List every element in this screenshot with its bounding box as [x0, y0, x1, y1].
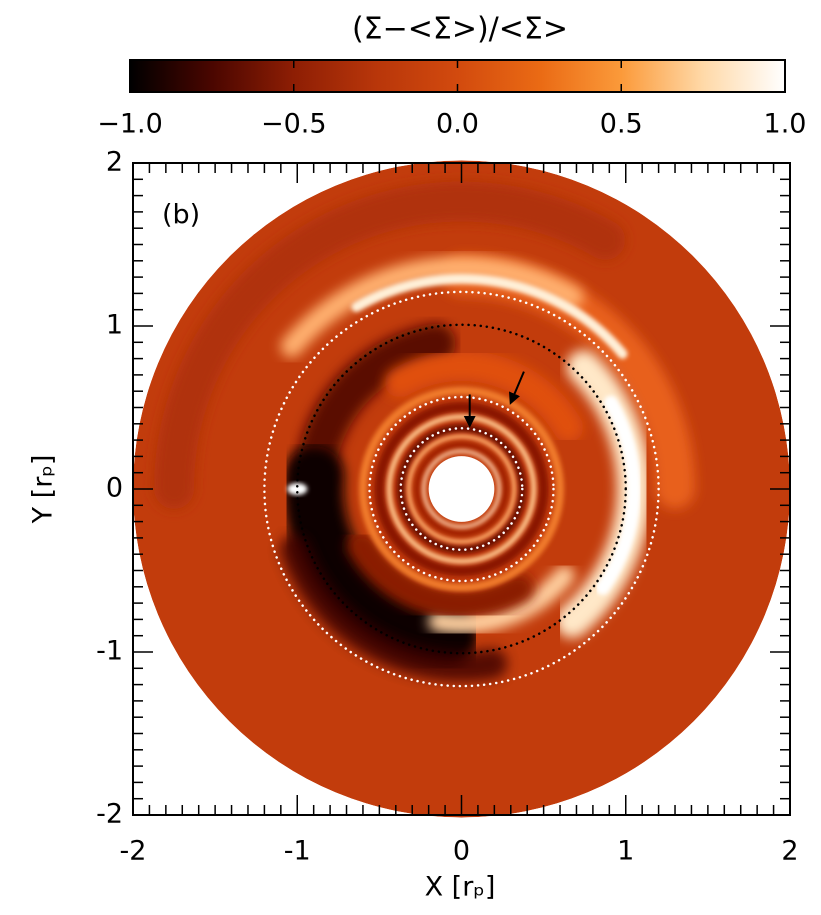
x-tick-label: 0 — [453, 836, 470, 867]
y-tick-label: 2 — [106, 147, 123, 178]
page: {"chart_data": {"type": "density-map", "… — [0, 0, 821, 915]
plot-area — [133, 161, 790, 818]
colorbar-tick-label: 0.5 — [600, 109, 643, 140]
x-tick-label: -1 — [284, 836, 311, 867]
colorbar-tick-label: 0.0 — [436, 109, 479, 140]
colorbar-title: (Σ−<Σ>)/<Σ> — [352, 12, 568, 47]
disk — [133, 161, 790, 818]
panel-label: (b) — [162, 200, 200, 231]
y-axis-label: Y [rₚ] — [28, 455, 59, 525]
y-tick-label: -1 — [96, 636, 123, 667]
colorbar-tick-label: −0.5 — [261, 109, 327, 140]
y-tick-label: -2 — [96, 799, 123, 830]
disk-hole — [429, 456, 495, 522]
colorbar-tick-label: −1.0 — [97, 109, 163, 140]
y-tick-label: 1 — [106, 310, 123, 341]
x-axis-label: X [rₚ] — [425, 872, 496, 903]
y-tick-label: 0 — [106, 473, 123, 504]
x-tick-label: 2 — [781, 836, 798, 867]
figure: (Σ−<Σ>)/<Σ> −1.0 −0.5 0.0 0.5 1.0 -2 -1 0 1 2 -2 -1… — [0, 0, 821, 911]
x-tick-label: -2 — [120, 836, 147, 867]
colorbar-tick-label: 1.0 — [764, 109, 807, 140]
x-tick-label: 1 — [617, 836, 634, 867]
